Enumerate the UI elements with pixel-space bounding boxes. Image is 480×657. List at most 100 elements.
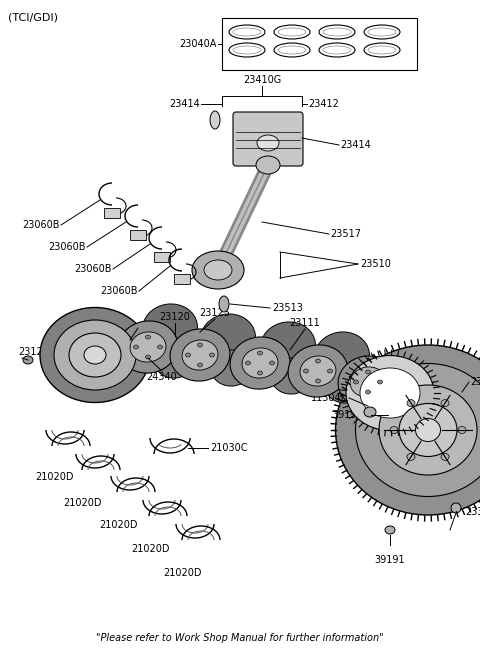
Text: 21030C: 21030C <box>210 443 248 453</box>
Text: 23410G: 23410G <box>243 75 281 85</box>
Ellipse shape <box>364 25 400 39</box>
Ellipse shape <box>257 371 263 375</box>
Text: 23111: 23111 <box>289 318 320 328</box>
Ellipse shape <box>157 345 163 349</box>
Text: 23127B: 23127B <box>18 347 56 357</box>
Ellipse shape <box>350 367 386 397</box>
Text: 23060B: 23060B <box>74 264 112 274</box>
Ellipse shape <box>256 156 280 174</box>
Ellipse shape <box>327 369 333 373</box>
Ellipse shape <box>451 503 461 513</box>
Ellipse shape <box>407 453 415 461</box>
Ellipse shape <box>274 43 310 57</box>
Ellipse shape <box>245 361 251 365</box>
Ellipse shape <box>145 355 151 359</box>
Ellipse shape <box>269 361 275 365</box>
Text: 23125: 23125 <box>200 308 230 318</box>
Ellipse shape <box>356 363 480 497</box>
Ellipse shape <box>182 340 218 370</box>
Bar <box>154 252 170 262</box>
Ellipse shape <box>385 526 395 534</box>
Ellipse shape <box>204 260 232 280</box>
Ellipse shape <box>416 419 441 442</box>
Ellipse shape <box>325 367 367 403</box>
Ellipse shape <box>54 320 136 390</box>
Ellipse shape <box>214 352 254 384</box>
Ellipse shape <box>219 296 229 312</box>
Ellipse shape <box>300 356 336 386</box>
Ellipse shape <box>274 25 310 39</box>
Ellipse shape <box>118 321 178 373</box>
Ellipse shape <box>156 342 196 374</box>
Ellipse shape <box>170 329 230 381</box>
Ellipse shape <box>229 43 265 57</box>
Bar <box>174 274 190 284</box>
Ellipse shape <box>365 390 371 394</box>
Ellipse shape <box>407 399 415 407</box>
Ellipse shape <box>271 358 313 394</box>
Text: 21020D: 21020D <box>163 568 201 578</box>
Ellipse shape <box>364 407 376 417</box>
Ellipse shape <box>130 332 166 362</box>
Bar <box>104 208 120 218</box>
Ellipse shape <box>230 337 290 389</box>
Ellipse shape <box>274 360 314 392</box>
Text: 23040A: 23040A <box>180 39 217 49</box>
Ellipse shape <box>346 355 434 430</box>
Ellipse shape <box>23 356 33 364</box>
Text: 23120: 23120 <box>159 312 191 322</box>
Ellipse shape <box>242 348 278 378</box>
Bar <box>222 18 417 70</box>
Text: 23513: 23513 <box>272 303 303 313</box>
Text: 11304B: 11304B <box>311 393 348 403</box>
Text: 23414: 23414 <box>169 99 200 109</box>
Ellipse shape <box>314 332 370 380</box>
Ellipse shape <box>201 314 255 362</box>
Ellipse shape <box>261 322 315 370</box>
Ellipse shape <box>197 343 203 347</box>
Ellipse shape <box>257 135 279 151</box>
Ellipse shape <box>338 356 398 408</box>
Text: 23414: 23414 <box>340 140 371 150</box>
Ellipse shape <box>458 426 466 434</box>
Ellipse shape <box>288 345 348 397</box>
Text: 23510: 23510 <box>360 259 391 269</box>
Ellipse shape <box>133 345 139 349</box>
Text: 23060B: 23060B <box>23 220 60 230</box>
Ellipse shape <box>209 353 215 357</box>
Ellipse shape <box>210 111 220 129</box>
Ellipse shape <box>84 346 106 364</box>
Text: (TCI/GDI): (TCI/GDI) <box>8 12 58 22</box>
Ellipse shape <box>319 43 355 57</box>
Text: 21020D: 21020D <box>131 544 169 554</box>
Text: 21020D: 21020D <box>64 498 102 508</box>
Ellipse shape <box>319 25 355 39</box>
Ellipse shape <box>145 335 151 339</box>
Text: 23060B: 23060B <box>48 242 86 252</box>
Ellipse shape <box>315 379 321 383</box>
Ellipse shape <box>364 43 400 57</box>
Text: 21020D: 21020D <box>36 472 74 482</box>
Ellipse shape <box>303 369 309 373</box>
Ellipse shape <box>441 399 449 407</box>
Ellipse shape <box>278 28 306 36</box>
Ellipse shape <box>233 28 261 36</box>
Ellipse shape <box>328 370 368 402</box>
Ellipse shape <box>379 385 477 475</box>
Ellipse shape <box>365 370 371 374</box>
Ellipse shape <box>377 380 383 384</box>
Ellipse shape <box>399 403 457 457</box>
Ellipse shape <box>197 363 203 367</box>
Text: 21020D: 21020D <box>99 520 137 530</box>
Text: 39190A: 39190A <box>333 410 370 420</box>
Ellipse shape <box>360 368 420 418</box>
Ellipse shape <box>441 453 449 461</box>
Ellipse shape <box>185 353 191 357</box>
Text: 23200B: 23200B <box>470 377 480 387</box>
Ellipse shape <box>315 359 321 363</box>
Ellipse shape <box>323 28 351 36</box>
Ellipse shape <box>143 304 197 352</box>
Ellipse shape <box>353 380 359 384</box>
Ellipse shape <box>233 46 261 54</box>
Text: 23124B: 23124B <box>140 323 178 333</box>
